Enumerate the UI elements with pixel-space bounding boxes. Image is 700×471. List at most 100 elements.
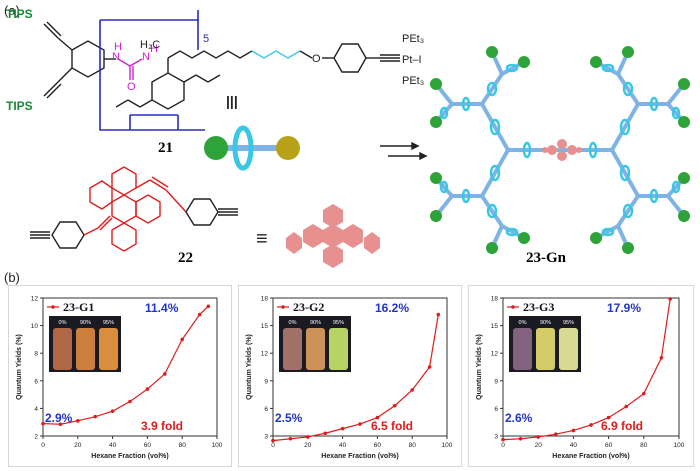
data-point bbox=[197, 312, 202, 317]
legend-label: 23-G3 bbox=[523, 300, 554, 314]
y-tick-label: 12 bbox=[261, 351, 269, 358]
chart-23-g2-svg: 0 20 40 60 80 100 3 6 9 12 15 18 Hexane Fraction (vo… bbox=[246, 296, 453, 461]
data-point bbox=[271, 438, 275, 443]
x-axis-label: Hexane Fraction (vol%) bbox=[552, 453, 629, 460]
data-point bbox=[180, 337, 184, 342]
y-tick-label: 4 bbox=[34, 406, 38, 413]
data-point bbox=[93, 414, 97, 419]
compound-22-label: 22 bbox=[178, 250, 193, 266]
vial-label: 0% bbox=[519, 320, 527, 326]
vial-label: 0% bbox=[289, 320, 297, 326]
tips-benzene-fragment bbox=[43, 21, 116, 99]
y-axis-label: Quantum Yields (%) bbox=[246, 334, 253, 400]
x-tick-label: 100 bbox=[442, 442, 453, 449]
dialkoxy-ring bbox=[115, 58, 221, 110]
x-tick-label: 80 bbox=[179, 442, 187, 449]
urea-fragment bbox=[117, 58, 143, 80]
end-value-label: 11.4% bbox=[145, 301, 179, 315]
y-tick-label: 9 bbox=[264, 378, 268, 385]
data-point bbox=[589, 423, 593, 427]
y-tick-label: 6 bbox=[264, 406, 268, 413]
data-point bbox=[624, 404, 628, 409]
vial-label: 90% bbox=[80, 320, 91, 326]
start-value-label: 2.9% bbox=[45, 411, 73, 425]
legend-label: 23-G1 bbox=[63, 300, 94, 314]
reaction-arrows bbox=[380, 141, 428, 161]
fold-label: 6.9 fold bbox=[601, 419, 643, 433]
x-tick-label: 100 bbox=[674, 442, 685, 449]
data-point bbox=[128, 399, 132, 404]
chart-23-g3-svg: 0 20 40 60 80 100 3 6 9 12 15 18 Hexane Fraction (vo… bbox=[476, 296, 685, 461]
phenyl-pt-fragment bbox=[322, 43, 400, 73]
end-value-label: 17.9% bbox=[607, 301, 641, 315]
data-point bbox=[659, 356, 664, 360]
x-tick-label: 100 bbox=[212, 442, 223, 449]
pillararene-frame bbox=[99, 10, 205, 131]
data-point bbox=[518, 436, 523, 441]
data-point bbox=[288, 436, 293, 441]
dendrimer-cartoon bbox=[430, 46, 690, 254]
vial-label: 90% bbox=[310, 320, 321, 326]
triple-equiv-sign: ||| bbox=[226, 93, 238, 109]
y-tick-label: 9 bbox=[494, 378, 498, 385]
x-tick-label: 20 bbox=[304, 442, 312, 449]
tips-top-text: TIPS bbox=[6, 7, 33, 21]
vial-label: 95% bbox=[563, 320, 574, 326]
y-axis-label: Quantum Yields (%) bbox=[16, 334, 23, 400]
vial bbox=[76, 328, 95, 370]
vial-label: 90% bbox=[540, 320, 551, 326]
equiv-sign: ≡ bbox=[256, 228, 268, 250]
chart-23-g3: 0 20 40 60 80 100 3 6 9 12 15 18 Hexane Fraction (vo… bbox=[468, 285, 694, 467]
x-tick-label: 80 bbox=[409, 442, 417, 449]
x-axis-label: Hexane Fraction (vol%) bbox=[321, 453, 398, 460]
x-tick-label: 80 bbox=[640, 442, 648, 449]
y-tick-label: 18 bbox=[491, 296, 499, 303]
y-tick-label: 6 bbox=[34, 378, 38, 385]
legend-marker bbox=[511, 305, 515, 309]
y-tick-label: 15 bbox=[261, 323, 269, 330]
start-value-label: 2.6% bbox=[505, 411, 533, 425]
tips-bottom-text: TIPS bbox=[6, 99, 33, 113]
urea-h2: H bbox=[150, 43, 158, 55]
data-point bbox=[358, 422, 362, 426]
fold-label: 3.9 fold bbox=[141, 419, 183, 433]
y-tick-label: 12 bbox=[31, 296, 39, 303]
data-point bbox=[606, 415, 611, 420]
legend-label: 23-G2 bbox=[293, 300, 324, 314]
vial-label: 95% bbox=[333, 320, 344, 326]
y-tick-label: 18 bbox=[261, 296, 269, 303]
vial-label: 95% bbox=[103, 320, 114, 326]
h2c-text: H₂C bbox=[140, 39, 160, 51]
data-point bbox=[323, 431, 327, 436]
data-point bbox=[571, 428, 576, 433]
y-tick-label: 12 bbox=[491, 351, 499, 358]
data-point bbox=[306, 435, 310, 439]
y-tick-label: 6 bbox=[494, 406, 498, 413]
panel-a-label: (a) bbox=[4, 3, 20, 18]
y-tick-label: 10 bbox=[31, 323, 39, 330]
chart-23-g2: 0 20 40 60 80 100 3 6 9 12 15 18 Hexane Fraction (vo… bbox=[238, 285, 462, 467]
rotaxane-cartoon: ||| bbox=[204, 93, 300, 171]
x-tick-label: 0 bbox=[271, 442, 275, 449]
vial bbox=[99, 328, 118, 370]
legend-marker bbox=[51, 305, 55, 309]
y-tick-label: 8 bbox=[34, 351, 38, 358]
pt-i-text: Pt–I bbox=[402, 54, 422, 66]
alkyl-chain bbox=[167, 50, 313, 59]
ether-o-text: O bbox=[312, 53, 321, 65]
pet3-bottom-text: PEt₃ bbox=[402, 75, 424, 87]
y-tick-label: 15 bbox=[491, 323, 499, 330]
data-point bbox=[501, 437, 505, 442]
panel-a-scheme: TIPS TIPS H N O N H 5 H₂C O bbox=[6, 7, 690, 268]
data-point bbox=[58, 422, 63, 427]
pet3-top-text: PEt₃ bbox=[402, 33, 424, 45]
data-point bbox=[206, 304, 211, 309]
data-point bbox=[554, 432, 558, 436]
data-point bbox=[427, 365, 432, 369]
panel-b-label: (b) bbox=[4, 270, 20, 285]
data-point bbox=[642, 391, 646, 396]
legend-marker bbox=[281, 305, 285, 309]
plot-frame bbox=[502, 297, 680, 437]
urea-n1: N bbox=[112, 51, 120, 63]
y-tick-label: 3 bbox=[264, 434, 268, 441]
